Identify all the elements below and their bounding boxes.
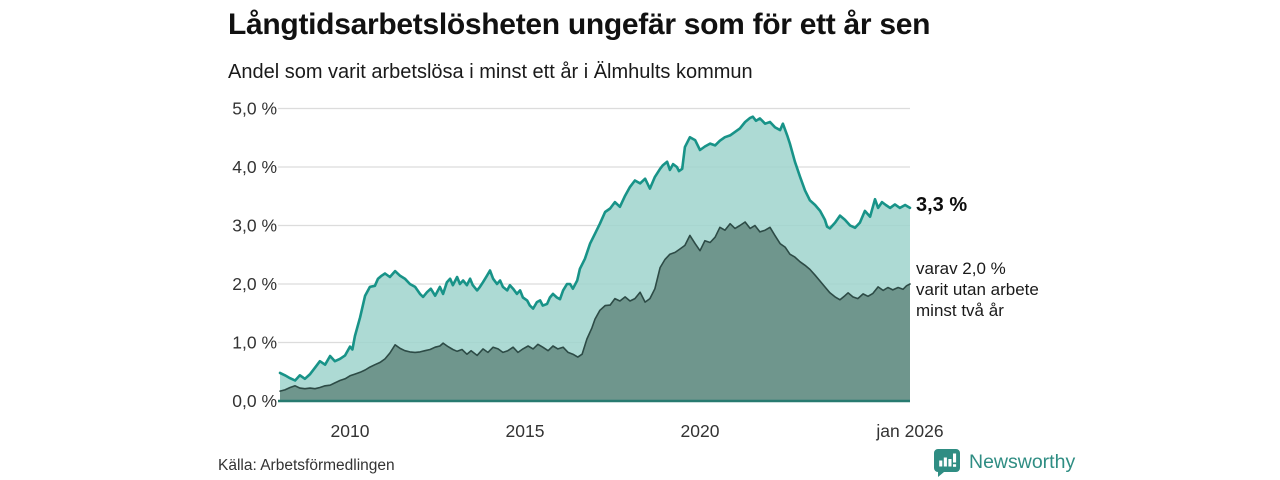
y-tick-label: 2,0 % bbox=[232, 274, 277, 294]
x-tick-label: 2010 bbox=[331, 421, 370, 441]
newsworthy-brand: Newsworthy bbox=[933, 448, 1075, 477]
two-year-note-label: varav 2,0 % varit utan arbete minst två … bbox=[916, 259, 1039, 320]
y-tick-label: 5,0 % bbox=[232, 99, 277, 119]
y-tick-label: 1,0 % bbox=[232, 333, 277, 353]
latest-value-label: 3,3 % bbox=[916, 194, 968, 216]
series-min-one-year-line bbox=[278, 115, 912, 382]
page-title: Långtidsarbetslösheten ungefär som för e… bbox=[228, 8, 931, 41]
series-min-two-years-area bbox=[280, 222, 910, 401]
y-tick-label: 3,0 % bbox=[232, 216, 277, 236]
y-tick-label: 4,0 % bbox=[232, 157, 277, 177]
series-min-two-years-line bbox=[279, 221, 911, 392]
y-tick-label: 0,0 % bbox=[232, 391, 277, 411]
newsworthy-logo-icon bbox=[934, 449, 960, 477]
x-tick-label: 2015 bbox=[506, 421, 545, 441]
chart-subtitle: Andel som varit arbetslösa i minst ett å… bbox=[228, 61, 753, 83]
newsworthy-wordmark: Newsworthy bbox=[969, 451, 1076, 473]
x-tick-label: 2020 bbox=[681, 421, 720, 441]
x-tick-label: jan 2026 bbox=[875, 421, 943, 441]
source-caption: Källa: Arbetsförmedlingen bbox=[218, 457, 395, 474]
